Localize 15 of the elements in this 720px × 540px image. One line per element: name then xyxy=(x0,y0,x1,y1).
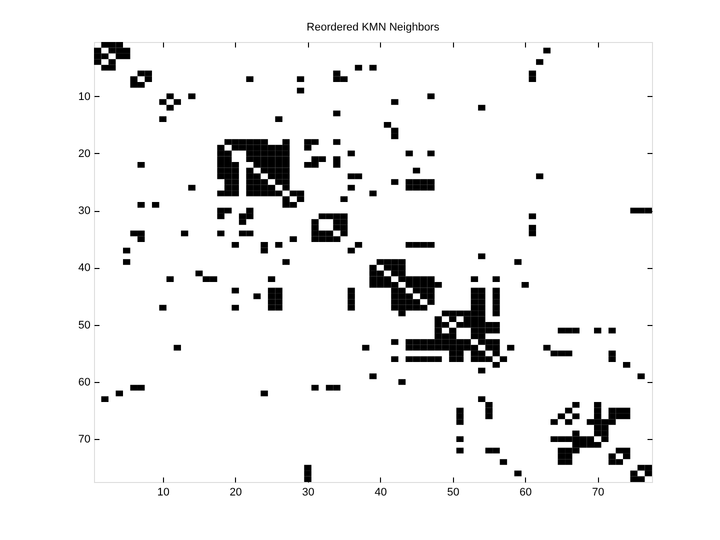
y-tick-label: 30 xyxy=(78,205,90,218)
y-tick-label: 50 xyxy=(78,319,90,332)
x-tick-label: 60 xyxy=(520,486,532,498)
y-tick-label: 70 xyxy=(78,434,90,446)
y-tick-label: 20 xyxy=(78,148,90,160)
x-tick-label: 70 xyxy=(592,486,604,498)
x-tick-label: 10 xyxy=(157,486,170,498)
x-tick-label: 50 xyxy=(447,486,460,498)
x-tick-label: 20 xyxy=(230,486,242,498)
x-tick-label: 30 xyxy=(302,486,314,498)
x-tick-label: 40 xyxy=(374,486,387,498)
y-tick-label: 60 xyxy=(78,376,90,388)
y-tick-label: 40 xyxy=(78,262,90,274)
chart-title: Reordered KMN Neighbors xyxy=(306,22,440,34)
y-tick-label: 10 xyxy=(78,90,90,103)
